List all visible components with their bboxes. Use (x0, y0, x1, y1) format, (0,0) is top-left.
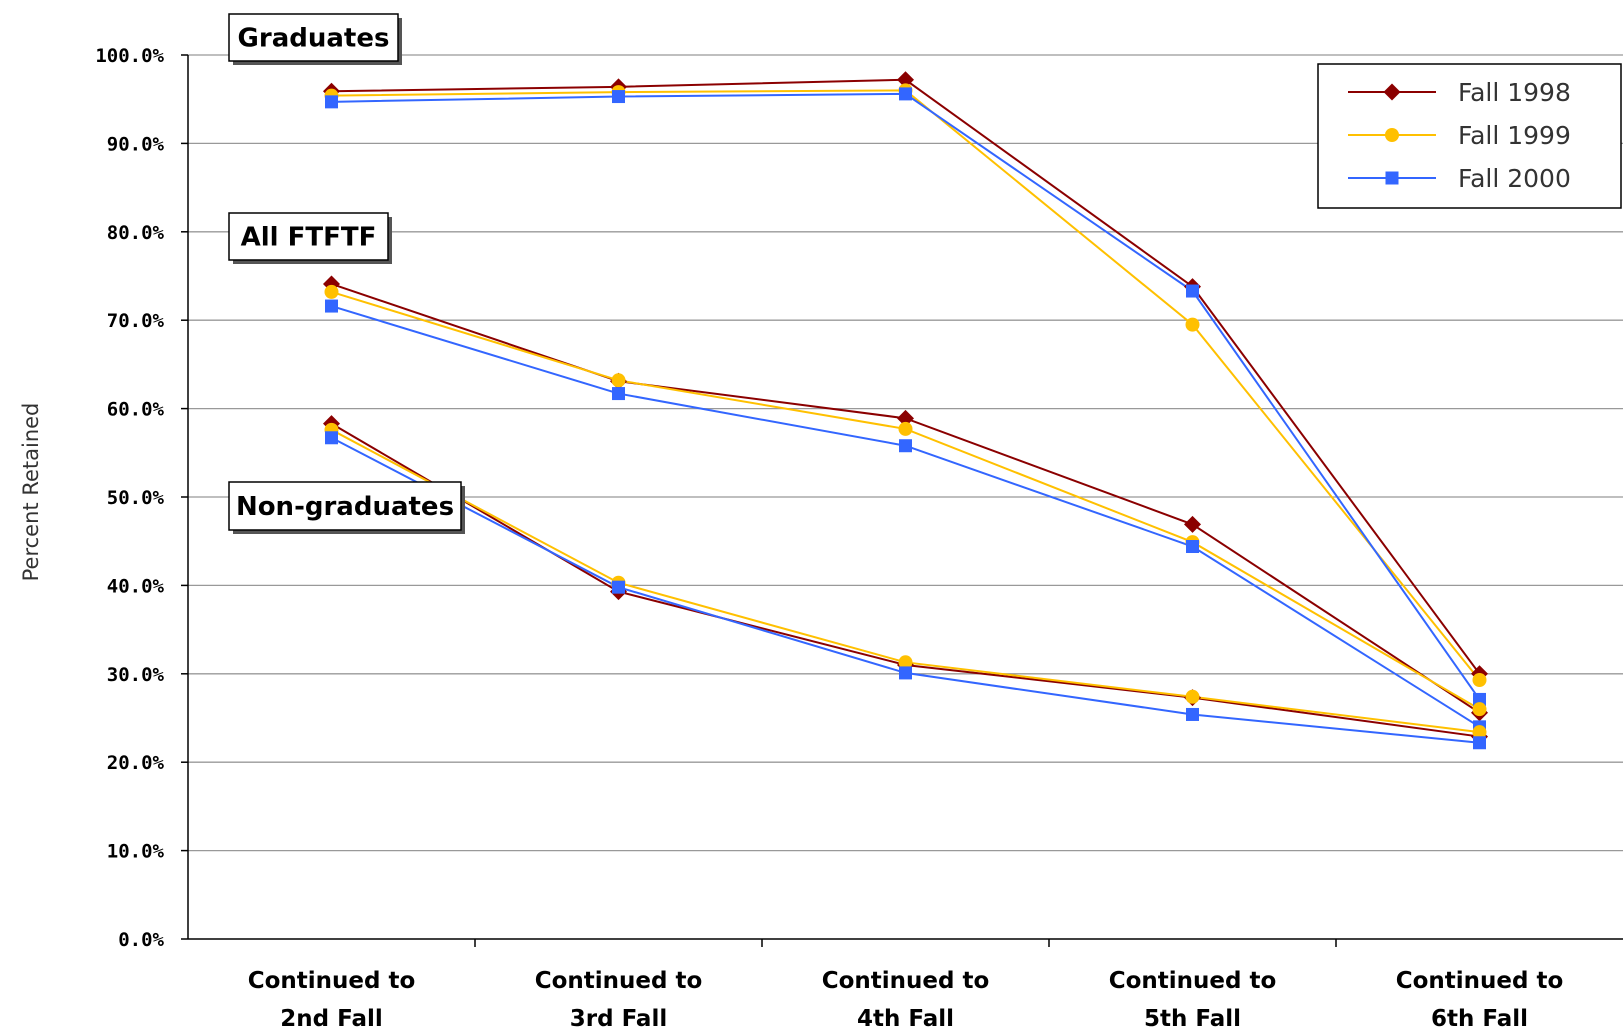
y-tick-label: 100.0% (95, 45, 164, 67)
series-line (331, 436, 1480, 744)
data-point-circle (1472, 702, 1487, 717)
series-line (330, 422, 1480, 738)
data-point-circle (611, 373, 626, 388)
y-tick-label: 60.0% (107, 399, 165, 421)
data-point-diamond (897, 71, 914, 89)
x-axis-category-labels: Continued to 2nd Fall Continued to 3rd Fall… (248, 968, 1564, 1032)
data-point-square (1473, 692, 1486, 706)
legend-label: Fall 2000 (1458, 164, 1571, 193)
y-tick-label: 40.0% (107, 575, 165, 597)
legend-item: Fall 2000 (1348, 164, 1571, 193)
data-point-square (1186, 707, 1199, 721)
y-axis-label: Percent Retained (19, 403, 43, 582)
data-point-circle (1185, 317, 1200, 332)
legend-item: Fall 1998 (1348, 78, 1571, 107)
y-tick-label: 50.0% (107, 487, 165, 509)
data-point-circle (898, 421, 913, 436)
data-point-square (1385, 171, 1399, 185)
label-frame (228, 481, 462, 531)
series-line (331, 428, 1480, 734)
data-point-square (325, 299, 338, 313)
y-tick-label: 80.0% (107, 222, 165, 244)
data-point-square (899, 666, 912, 680)
data-point-square (1186, 540, 1199, 554)
series-markers (323, 71, 1488, 750)
group-label-box: Graduates (228, 13, 402, 65)
data-point-diamond (897, 409, 914, 427)
group-label-box: All FTFTF (228, 212, 392, 264)
data-point-square (325, 431, 338, 445)
data-point-circle (1185, 689, 1200, 704)
data-point-circle (1472, 672, 1487, 687)
y-tick-label: 0.0% (118, 929, 164, 951)
x-tick-label: Continued to 2nd Fall (248, 968, 416, 1032)
data-point-circle (898, 655, 913, 670)
data-point-circle (324, 284, 339, 299)
x-tick-label: Continued to 5th Fall (1109, 968, 1277, 1032)
label-frame (228, 212, 389, 261)
data-point-circle (1385, 128, 1399, 142)
legend: Fall 1998 Fall 1999 Fall 2000 (1317, 63, 1622, 209)
group-label: All FTFTF (241, 223, 377, 253)
group-label: Non-graduates (236, 492, 454, 522)
legend-label: Fall 1998 (1458, 78, 1571, 107)
series-line (331, 290, 1481, 711)
data-point-square (325, 95, 338, 109)
data-point-circle (1472, 725, 1487, 740)
y-axis-ticks: 0.0% 10.0% 20.0% 30.0% 40.0% 50.0% 60.0% 70.0% 8… (95, 45, 164, 951)
gridlines (188, 54, 1623, 852)
y-tick-label: 90.0% (107, 133, 165, 155)
data-point-square (612, 387, 625, 401)
x-tick-label: Continued to 3rd Fall (535, 968, 703, 1032)
y-tick-label: 70.0% (107, 310, 165, 332)
data-point-diamond (1383, 83, 1401, 101)
y-tick-label: 10.0% (107, 841, 165, 863)
data-point-square (612, 580, 625, 594)
series-line (331, 89, 1481, 681)
data-point-square (899, 439, 912, 453)
series-line (331, 283, 1481, 714)
group-label-box: Non-graduates (228, 481, 465, 534)
x-tick-label: Continued to 6th Fall (1396, 968, 1564, 1032)
y-tick-label: 20.0% (107, 752, 165, 774)
data-point-diamond (1184, 515, 1201, 533)
data-point-square (899, 87, 912, 101)
group-labels: Graduates All FTFTF Non-graduates (228, 13, 465, 534)
y-tick-label: 30.0% (107, 664, 165, 686)
legend-item: Fall 1999 (1348, 121, 1571, 150)
data-point-square (1473, 736, 1486, 750)
series-line (331, 78, 1481, 675)
axes (181, 54, 1623, 947)
group-label: Graduates (238, 24, 390, 54)
label-frame (228, 13, 399, 62)
data-point-square (612, 90, 625, 104)
legend-label: Fall 1999 (1458, 121, 1571, 150)
x-tick-label: Continued to 4th Fall (822, 968, 990, 1032)
data-point-square (1186, 284, 1199, 298)
